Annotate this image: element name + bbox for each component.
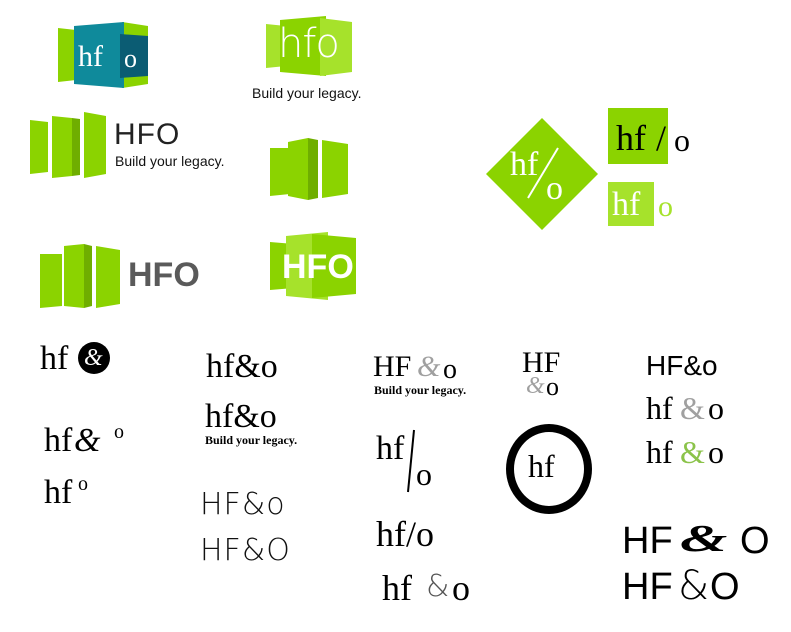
logo-lime-panels <box>266 16 352 76</box>
logo-teal-hfo: hf o <box>56 18 152 92</box>
boxed-split-o: o <box>658 190 673 223</box>
study-HF-o: o <box>443 354 457 385</box>
study-HF-amp: & <box>417 350 441 383</box>
slashbig-o: o <box>416 456 432 492</box>
study-hf-amp-o-tag: hf&o Build your legacy. <box>205 400 315 450</box>
study-hf-slash-big: hf o <box>376 428 448 494</box>
logo-lime-hfo-tagline: hfo Build your legacy. <box>252 14 382 104</box>
diamond-o: o <box>546 170 563 207</box>
spaced-hf: hf <box>382 568 412 608</box>
stack-o: o <box>546 372 559 401</box>
slashbig-line <box>407 429 415 493</box>
logo-lime-tagline: Build your legacy. <box>252 85 362 101</box>
panels-gray-icon <box>40 244 120 308</box>
sup-amp: & <box>74 422 101 459</box>
stack-HF: HF <box>522 346 561 379</box>
boxed-o: o <box>674 122 690 158</box>
amp2-O: O <box>710 566 740 608</box>
study-HF-amp-o-tag: HF & o Build your legacy. <box>373 352 483 402</box>
boxed-split-hf: hf <box>612 186 641 223</box>
logo-panels-hfo-white: HFO <box>268 230 360 302</box>
panels-icon <box>270 138 348 200</box>
logo-panels-tagline: Build your legacy. <box>115 153 225 169</box>
logo-boxed-hf-slash-o: hf / o <box>608 108 698 166</box>
big-o-hf: hf <box>528 448 555 484</box>
script-O: O <box>740 520 770 562</box>
amp2-HF: HF <box>622 566 673 608</box>
logo-lime-hfo-text: hfo <box>278 21 340 67</box>
study-hf-sup-amp-o: hf & o <box>44 422 134 462</box>
logo-panels-hfo-tagline: HFO Build your legacy. <box>28 110 248 184</box>
spaced-amp: & <box>426 569 450 604</box>
gray-hf: hf <box>646 390 673 426</box>
study-HF-thin-1: HF&o <box>200 487 286 522</box>
boxed-hf: hf <box>616 118 646 158</box>
sup2-o: o <box>78 473 88 495</box>
study-hf-circle-amp: hf & <box>40 340 120 380</box>
study-HF-thin-2: HF&O <box>200 533 291 568</box>
diamond-hf: hf <box>510 146 539 183</box>
logo-panels-hfo-text: HFO <box>114 118 181 151</box>
study-HF-amp-O: HF & O <box>622 566 782 610</box>
sup-hf: hf <box>44 422 73 459</box>
study-HF-script-amp-O: HF & O <box>622 520 782 564</box>
script-HF: HF <box>622 520 673 562</box>
logo-panels-hfo-gray: HFO <box>38 240 200 312</box>
study-hf-amp-o-1: hf&o <box>206 348 278 385</box>
slashbig-hf: hf <box>376 430 405 467</box>
stack-amp: & <box>526 373 545 399</box>
green-amp: & <box>680 434 705 470</box>
boxed-green-square <box>608 108 668 164</box>
diamond-shape <box>486 118 598 230</box>
study-hf-slash-inline: hf/o <box>376 514 434 554</box>
logo-teal-panels <box>58 22 148 88</box>
sup2-hf: hf <box>44 474 73 511</box>
logo-boxed-hfo-split: hf o <box>608 182 688 228</box>
sup-o: o <box>114 421 124 443</box>
gray-o: o <box>708 390 724 426</box>
green-hf: hf <box>646 434 673 470</box>
study-HF: HF <box>373 350 412 383</box>
study-hf: hf <box>40 340 69 377</box>
panels-white-icon <box>270 232 356 300</box>
logo-teal-o: o <box>124 44 137 73</box>
logo-panels-icon <box>30 112 106 178</box>
logo-teal-hf: hf <box>78 40 103 73</box>
panels-gray-hfo: HFO <box>128 256 200 294</box>
amp2-amp: & <box>678 563 710 609</box>
study-HF-tagline: Build your legacy. <box>374 383 467 397</box>
study-HF-amp-o-sans: HF&o <box>646 350 718 381</box>
spaced-o: o <box>452 568 470 608</box>
study-hf-amp-spaced: hf & o <box>382 570 482 610</box>
study-hf-amp-o-green: hf & o <box>646 436 746 472</box>
panels-white-hfo: HFO <box>282 248 354 286</box>
study-hf-amp-o-tagline: Build your legacy. <box>205 433 298 447</box>
study-big-o-hf: hf <box>506 424 592 514</box>
study-HF-stack: HF & o <box>522 348 582 404</box>
study-hf-sup-o: hf o <box>44 474 104 514</box>
green-o: o <box>708 434 724 470</box>
boxed-slash: / <box>656 118 667 158</box>
gray-amp: & <box>680 390 705 426</box>
study-hf-amp-o-tag-text: hf&o <box>205 398 277 435</box>
script-amp: & <box>680 518 728 560</box>
study-hf-amp-o-gray: hf & o <box>646 392 746 428</box>
study-amp-circle <box>78 342 110 374</box>
big-o-ring <box>506 424 592 514</box>
study-amp: & <box>84 345 103 371</box>
logo-panels-icon-only <box>268 134 352 206</box>
logo-diamond-hfo: hf o <box>486 118 598 230</box>
boxed-split-square <box>608 182 654 226</box>
